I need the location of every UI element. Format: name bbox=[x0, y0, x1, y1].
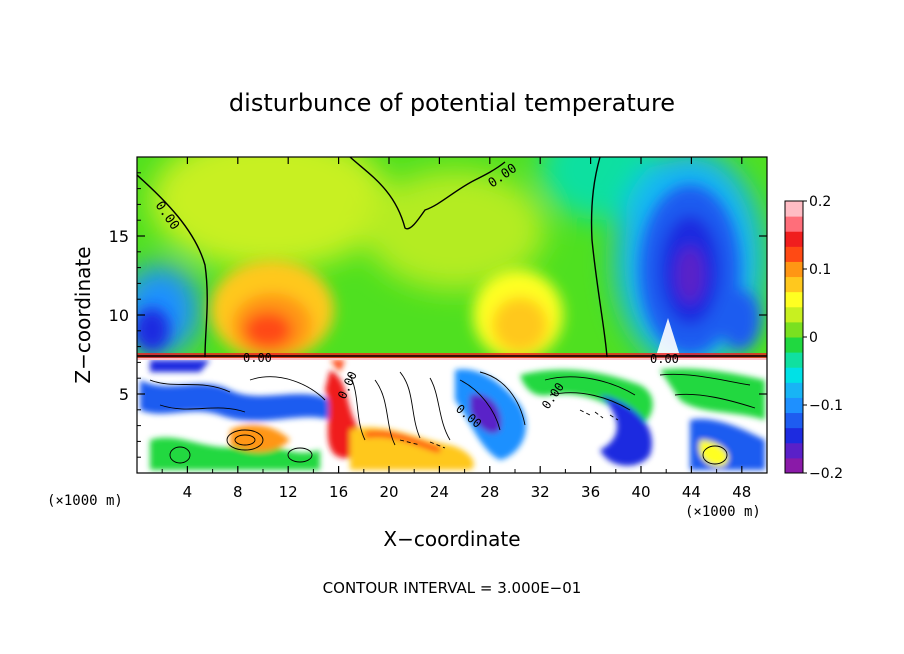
lower-field-anomalies bbox=[140, 360, 765, 470]
upper-field-cores bbox=[137, 185, 760, 360]
colorbar-swatch bbox=[785, 246, 803, 262]
colorbar-tick-label: −0.2 bbox=[809, 466, 843, 482]
x-tick-label: 24 bbox=[430, 483, 449, 501]
x-tick-label: 32 bbox=[531, 483, 550, 501]
colorbar-swatch bbox=[785, 306, 803, 323]
chart-title: disturbunce of potential temperature bbox=[229, 89, 675, 117]
x-axis-label: X−coordinate bbox=[383, 527, 520, 551]
x-tick-label: 8 bbox=[233, 483, 243, 501]
colorbar-swatch bbox=[785, 397, 803, 414]
contour-label: 0.00 bbox=[650, 352, 679, 366]
x-tick-label: 12 bbox=[279, 483, 298, 501]
contour-label: 0.00 bbox=[243, 351, 272, 365]
colorbar-tick-label: 0.2 bbox=[809, 194, 831, 210]
colorbar-swatch bbox=[785, 352, 803, 368]
colorbar-tick-label: 0.1 bbox=[809, 262, 831, 278]
colorbar-swatch bbox=[785, 321, 803, 338]
colorbar-swatch bbox=[785, 412, 803, 429]
x-tick-label: 16 bbox=[329, 483, 348, 501]
x-tick-label: 36 bbox=[581, 483, 600, 501]
upper-field-anomalies bbox=[137, 157, 765, 370]
x-tick-label: 4 bbox=[183, 483, 193, 501]
colorbar-swatch bbox=[785, 231, 803, 247]
x-axis-ticks: 4 8 12 16 20 24 28 32 36 40 44 48 bbox=[161, 157, 751, 501]
colorbar-ticks: 0.2 0.1 0 −0.1 −0.2 bbox=[803, 194, 843, 482]
colorbar bbox=[785, 201, 803, 474]
colorbar-swatch bbox=[785, 276, 803, 293]
x-unit-right: (×1000 m) bbox=[685, 504, 761, 520]
colorbar-swatch bbox=[785, 291, 803, 308]
y-axis-ticks: 5 10 15 bbox=[109, 172, 767, 458]
y-tick-label: 15 bbox=[109, 227, 129, 246]
colorbar-tick-label: 0 bbox=[809, 330, 818, 346]
colorbar-swatch bbox=[785, 216, 803, 232]
contour-interval-note: CONTOUR INTERVAL = 3.000E−01 bbox=[323, 579, 582, 597]
x-tick-label: 44 bbox=[682, 483, 701, 501]
plot-area: 0.00 0.00 0.00 0.00 0.00 0.00 0.00 bbox=[137, 157, 767, 473]
colorbar-swatch bbox=[785, 427, 803, 444]
colorbar-swatch bbox=[785, 442, 803, 459]
colorbar-swatch bbox=[785, 337, 803, 353]
x-tick-label: 48 bbox=[732, 483, 751, 501]
zero-contours bbox=[137, 157, 767, 358]
y-tick-label: 5 bbox=[119, 385, 129, 404]
x-unit-left: (×1000 m) bbox=[47, 493, 123, 509]
y-tick-label: 10 bbox=[109, 306, 129, 325]
colorbar-swatch bbox=[785, 382, 803, 398]
upper-cold-peak bbox=[656, 318, 680, 356]
lower-contours bbox=[149, 371, 756, 465]
colorbar-tick-label: −0.1 bbox=[809, 398, 843, 414]
x-tick-label: 40 bbox=[631, 483, 650, 501]
x-tick-label: 28 bbox=[480, 483, 499, 501]
colorbar-swatch bbox=[785, 261, 803, 278]
colorbar-swatch bbox=[785, 201, 803, 217]
colorbar-swatch bbox=[785, 367, 803, 383]
colorbar-swatch bbox=[785, 457, 803, 474]
y-axis-label: Z−coordinate bbox=[71, 246, 95, 383]
x-tick-label: 20 bbox=[379, 483, 398, 501]
